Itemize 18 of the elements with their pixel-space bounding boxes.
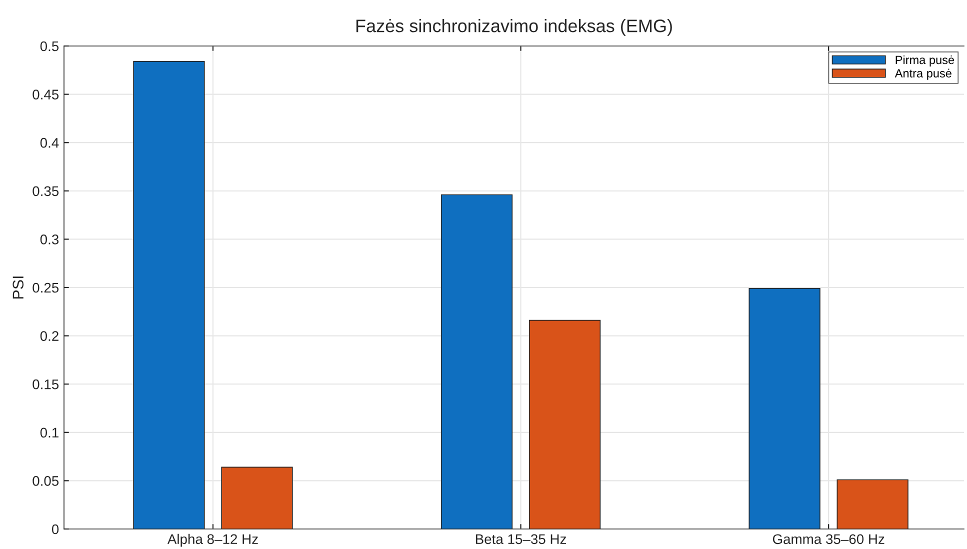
legend-label: Antra pusė xyxy=(894,68,952,80)
y-tick-label: 0.3 xyxy=(40,234,59,244)
y-tick-label: 0.15 xyxy=(32,379,59,390)
x-tick-label: Alpha 8–12 Hz xyxy=(167,534,258,547)
x-tick-label: Gamma 35–60 Hz xyxy=(772,534,884,544)
y-tick-label: 0.5 xyxy=(40,41,59,52)
y-tick-label: 0.45 xyxy=(32,90,59,100)
y-tick-label: 0.35 xyxy=(32,186,59,196)
y-tick-label: 0.2 xyxy=(40,331,58,341)
legend-label: Pirma pusė xyxy=(896,55,954,66)
y-tick-label: 0.25 xyxy=(32,282,59,293)
x-tick-label: Beta 15–35 Hz xyxy=(476,534,566,544)
y-tick-label: 0.4 xyxy=(40,138,59,148)
y-tick-label: 0.05 xyxy=(32,476,59,486)
y-tick-label: 0.1 xyxy=(40,428,58,438)
y-axis-title: PSI xyxy=(12,276,24,299)
y-tick-label: 0 xyxy=(52,524,59,534)
chart-title: Fazės sinchronizavimo indeksas (EMG) xyxy=(356,19,672,36)
